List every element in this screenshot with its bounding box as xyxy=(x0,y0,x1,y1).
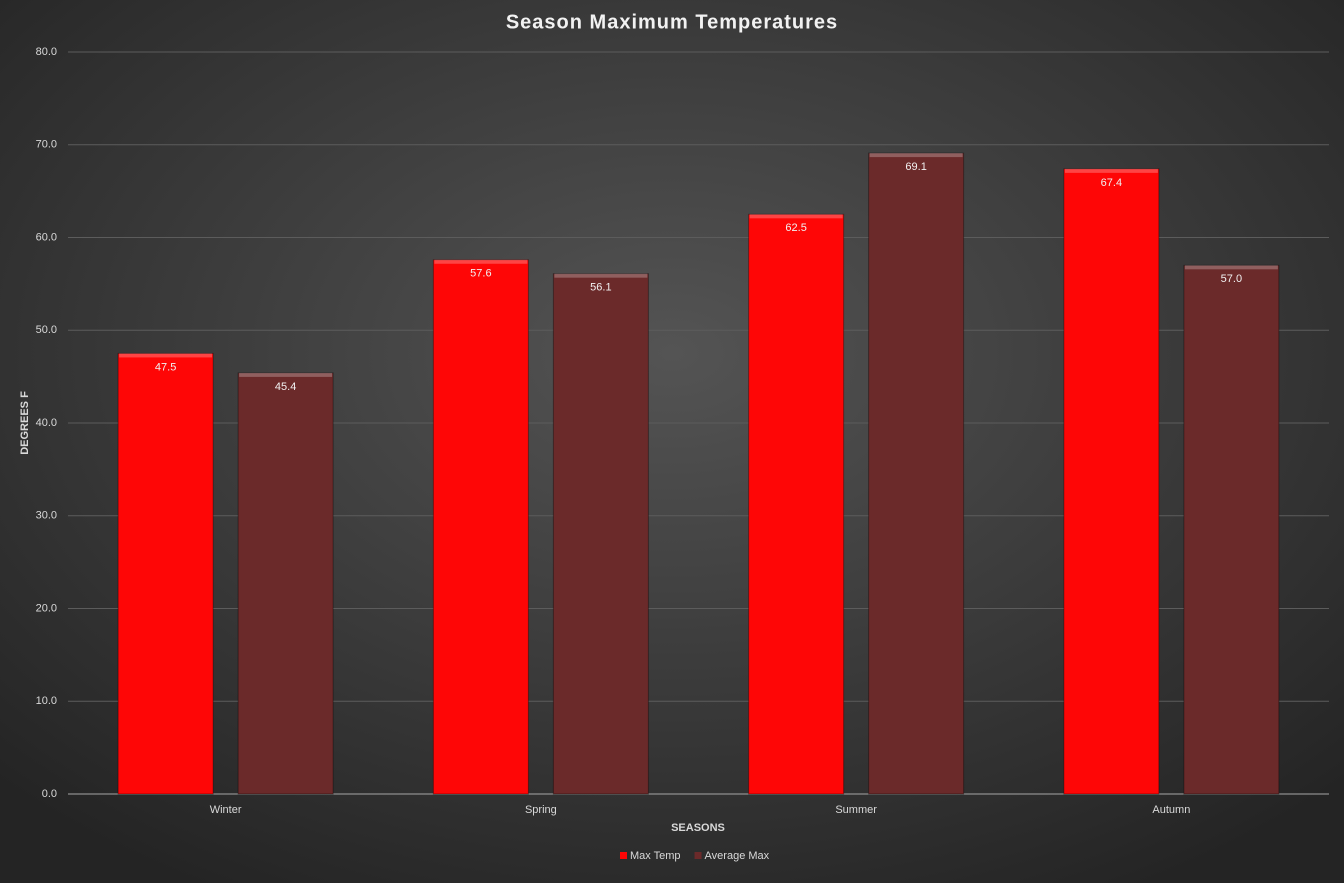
x-tick-label: Spring xyxy=(525,804,557,816)
y-tick-label: 60.0 xyxy=(36,231,57,243)
bar xyxy=(748,213,845,795)
bar xyxy=(117,352,214,795)
y-tick-label: 50.0 xyxy=(36,324,57,336)
value-label: 47.5 xyxy=(155,361,176,373)
bar-bevel xyxy=(119,353,213,358)
value-label: 62.5 xyxy=(785,222,806,234)
y-tick-label: 40.0 xyxy=(36,417,57,429)
chart-title: Season Maximum Temperatures xyxy=(506,11,838,33)
value-label: 57.6 xyxy=(470,268,491,280)
bar-bevel xyxy=(869,153,963,158)
y-tick-label: 10.0 xyxy=(36,695,57,707)
x-tick-label: Winter xyxy=(210,804,242,816)
y-tick-label: 0.0 xyxy=(42,788,57,800)
y-tick-label: 70.0 xyxy=(36,139,57,151)
bar-bevel xyxy=(554,273,648,278)
bar-bevel xyxy=(239,372,333,377)
x-axis-label: SEASONS xyxy=(671,822,725,834)
value-label: 45.4 xyxy=(275,381,296,393)
bar xyxy=(1183,264,1280,795)
bar-bevel xyxy=(1064,168,1158,173)
y-tick-label: 80.0 xyxy=(36,46,57,58)
value-label: 57.0 xyxy=(1221,273,1242,285)
bar-bevel xyxy=(1184,265,1278,270)
bar xyxy=(552,273,649,795)
legend-label: Max Temp xyxy=(630,850,681,862)
bar xyxy=(868,152,965,795)
value-label: 56.1 xyxy=(590,282,611,294)
x-tick-label: Autumn xyxy=(1152,804,1190,816)
value-label: 67.4 xyxy=(1101,177,1122,189)
bar xyxy=(237,372,334,795)
bar xyxy=(1063,168,1160,795)
x-tick-label: Summer xyxy=(835,804,877,816)
bar-bevel xyxy=(434,259,528,264)
value-label: 69.1 xyxy=(905,161,926,173)
bar xyxy=(432,259,529,795)
bar-bevel xyxy=(749,214,843,219)
y-axis-label: DEGREES F xyxy=(19,391,31,455)
legend-label: Average Max xyxy=(705,850,770,862)
y-tick-label: 20.0 xyxy=(36,602,57,614)
legend-swatch xyxy=(620,852,627,859)
legend-swatch xyxy=(694,852,702,859)
y-tick-label: 30.0 xyxy=(36,510,57,522)
